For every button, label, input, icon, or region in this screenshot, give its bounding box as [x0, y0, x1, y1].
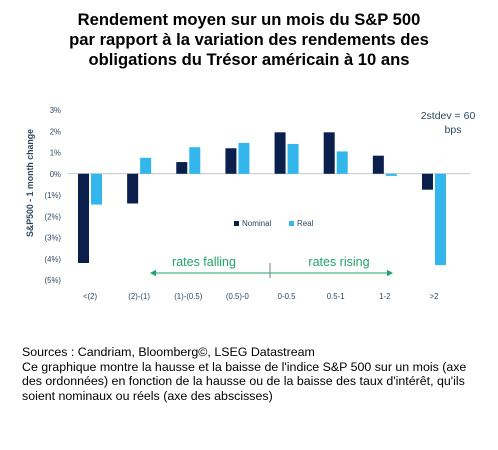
bar-nominal: [274, 132, 286, 174]
y-tick-label: 2%: [50, 127, 61, 136]
bar-nominal: [421, 173, 433, 190]
x-tick-label: (0.5)-0: [226, 292, 250, 301]
bar-chart: S&P500 - 1 month change 3% 2% 1% 0% (1%) (2%) (…: [25, 106, 476, 301]
title-line-2: par rapport à la variation des rendement…: [69, 30, 429, 49]
y-tick-label: (5%): [45, 276, 62, 285]
rates-arrow-left-head: [150, 269, 156, 277]
legend-swatch-nominal: [234, 221, 239, 226]
footnote: Sources : Candriam, Bloomberg©, LSEG Dat…: [22, 345, 482, 403]
bar-real: [434, 173, 446, 266]
x-tick-label: 1-2: [379, 292, 390, 301]
x-tick-label: (2)-(1): [128, 292, 150, 301]
x-tick-label: >2: [430, 292, 439, 301]
sources-text: Sources : Candriam, Bloomberg©, LSEG Dat…: [22, 345, 315, 359]
stdev-annotation-line1: 2stdev = 60: [421, 110, 476, 122]
y-tick-label: (2%): [45, 212, 62, 221]
bar-real: [91, 173, 102, 205]
bar-real: [140, 157, 152, 174]
legend-label-nominal: Nominal: [242, 219, 272, 228]
bar-real: [189, 147, 201, 174]
bar-nominal: [323, 132, 335, 174]
bar-nominal: [176, 162, 188, 174]
x-tick-label: 0.5-1: [327, 292, 345, 301]
rates-rising-label: rates rising: [308, 255, 369, 269]
bar-nominal: [127, 173, 139, 204]
y-tick-label: (1%): [45, 191, 62, 200]
bar-nominal: [225, 148, 237, 174]
bar-nominal: [372, 155, 384, 174]
x-tick-label: <(2): [83, 292, 97, 301]
bar-nominal: [78, 173, 89, 263]
y-tick-label: (4%): [45, 255, 62, 264]
y-tick-label: (3%): [45, 234, 62, 243]
stdev-annotation-line2: bps: [445, 124, 462, 136]
title-line-1: Rendement moyen sur un mois du S&P 500: [77, 10, 421, 29]
legend-swatch-real: [289, 221, 294, 226]
y-tick-label: 0%: [50, 170, 61, 179]
description-text: Ce graphique montre la hausse et la bais…: [22, 359, 467, 403]
x-tick-label: 0-0.5: [278, 292, 296, 301]
bar-real: [336, 151, 348, 174]
y-tick-label: 1%: [50, 149, 61, 158]
y-axis-label: S&P500 - 1 month change: [25, 129, 35, 237]
bar-real: [238, 142, 250, 174]
title-line-3: obligations du Trésor américain à 10 ans: [88, 50, 410, 69]
rates-arrow-right-head: [387, 269, 393, 277]
x-tick-label: (1)-(0.5): [174, 292, 203, 301]
rates-falling-label: rates falling: [172, 255, 236, 269]
legend-label-real: Real: [297, 219, 314, 228]
bar-real: [385, 173, 397, 176]
chart-title: Rendement moyen sur un mois du S&P 500 p…: [0, 10, 498, 70]
y-tick-label: 3%: [50, 106, 61, 115]
bar-real: [287, 144, 299, 174]
